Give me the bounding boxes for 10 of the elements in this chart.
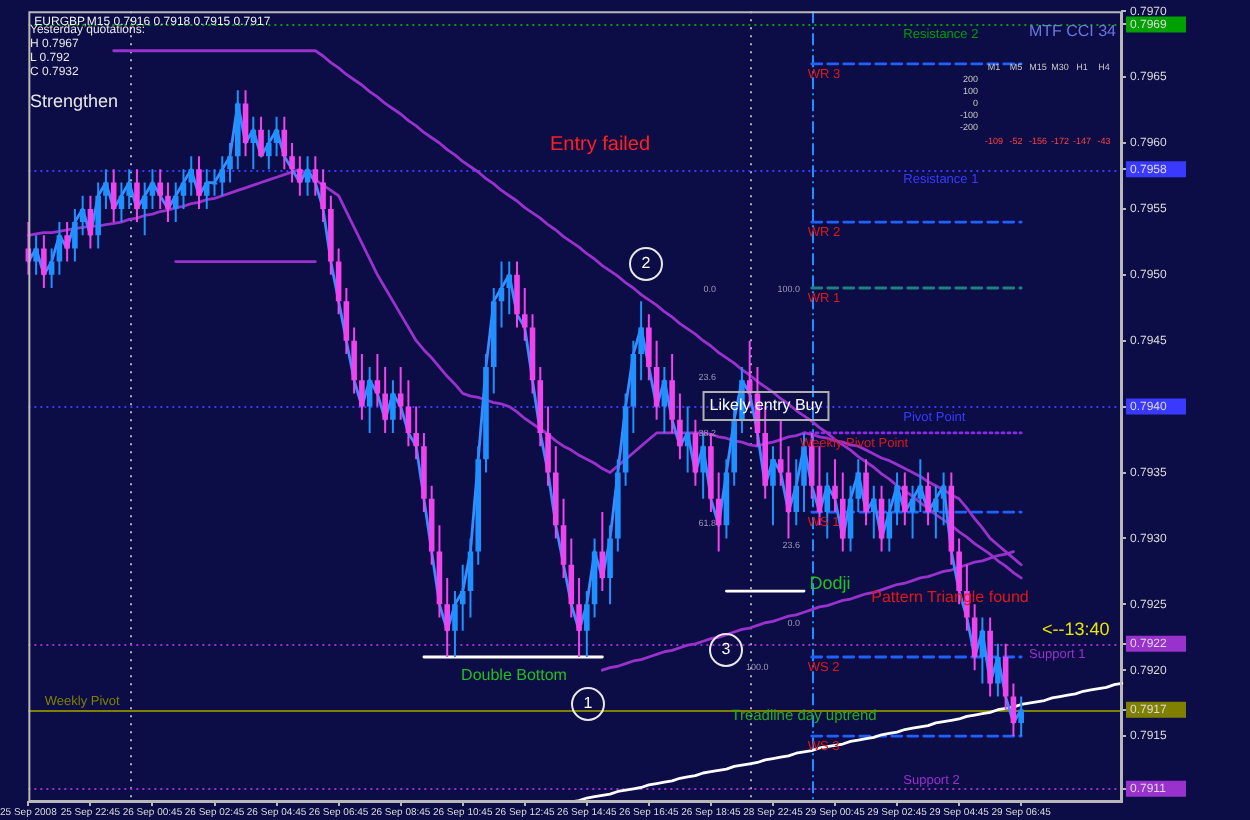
annotation: Double Bottom (461, 666, 568, 685)
annotation: Entry failed (549, 133, 651, 156)
annotation: MTF CCI 34 (1028, 22, 1118, 41)
annotation: <--13:40 (1042, 618, 1110, 639)
annotation: 1 (583, 694, 594, 713)
annotation: 3 (721, 640, 732, 659)
annotation: 2 (641, 254, 652, 273)
annotation: Strengthen (30, 90, 119, 111)
annotation: Dodji (809, 572, 851, 593)
candlestick (521, 287, 528, 341)
